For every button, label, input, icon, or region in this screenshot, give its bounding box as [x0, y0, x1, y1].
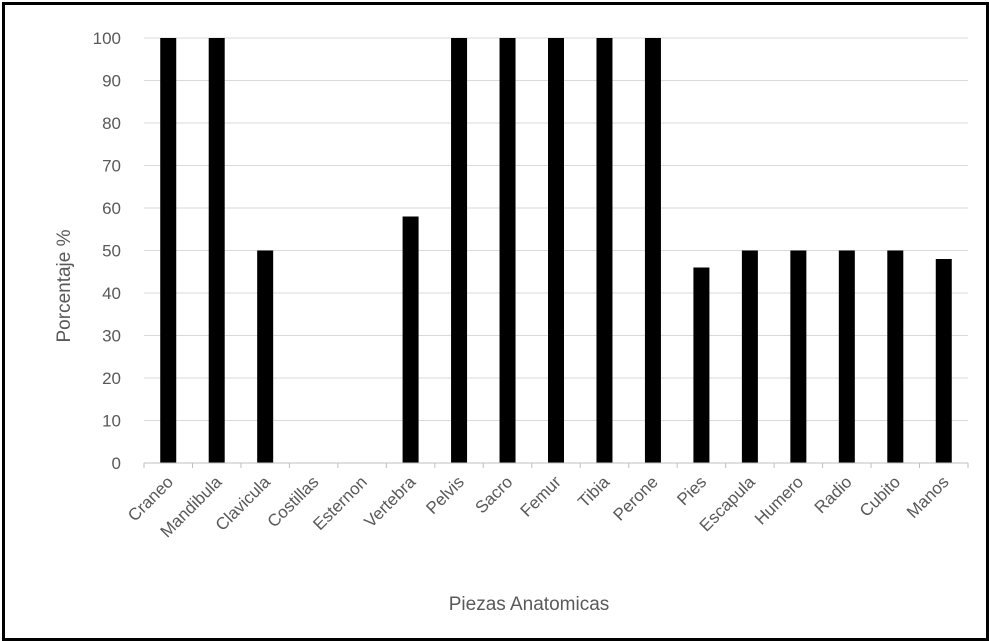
y-tick-label: 30 — [102, 327, 121, 346]
y-tick-label: 40 — [102, 284, 121, 303]
x-axis-label: Piezas Anatomicas — [449, 594, 610, 615]
x-tick-label: Perone — [610, 472, 662, 524]
x-tick-label: Pelvis — [422, 472, 468, 518]
y-tick-label: 20 — [102, 369, 121, 388]
bar-craneo — [160, 38, 177, 463]
y-tick-label: 60 — [102, 199, 121, 218]
bars — [160, 38, 952, 463]
x-tick-labels: CraneoMandibulaClaviculaCostillasEsterno… — [124, 463, 969, 541]
bar-sacro — [499, 38, 516, 463]
bar-pelvis — [451, 38, 468, 463]
bar-escapula — [741, 250, 758, 463]
y-tick-label: 0 — [112, 454, 121, 473]
x-tick-label: Esternon — [309, 472, 371, 534]
y-tick-label: 70 — [102, 157, 121, 176]
x-tick-label: Vertebra — [361, 472, 420, 531]
y-tick-label: 90 — [102, 72, 121, 91]
x-tick-label: Manos — [903, 472, 953, 522]
x-tick-label: Radio — [811, 472, 856, 517]
x-tick-label: Femur — [517, 472, 565, 520]
x-tick-label: Tibia — [574, 472, 613, 511]
y-tick-label: 10 — [102, 412, 121, 431]
bar-manos — [935, 259, 952, 463]
y-axis-label: Porcentaje % — [54, 229, 75, 342]
x-tick-label: Humero — [751, 472, 807, 528]
x-tick-label: Sacro — [472, 472, 517, 517]
y-tick-label: 80 — [102, 114, 121, 133]
bar-femur — [548, 38, 564, 463]
bar-pies — [693, 267, 710, 463]
y-tick-label: 100 — [93, 29, 121, 48]
bar-humero — [790, 250, 807, 463]
bar-tibia — [596, 38, 613, 463]
x-tick-label: Cubito — [856, 472, 904, 520]
x-tick-label: Clavicula — [212, 472, 275, 535]
y-tick-labels: 0 10 20 30 40 50 60 70 80 90 100 — [93, 29, 121, 473]
bar-mandibula — [208, 38, 225, 463]
x-tick-label: Pies — [673, 472, 710, 509]
bar-cubito — [887, 250, 904, 463]
bar-vertebra — [402, 216, 419, 463]
bar-radio — [838, 250, 855, 463]
bar-perone — [644, 38, 661, 463]
bar-clavicula — [257, 250, 274, 463]
y-tick-label: 50 — [102, 242, 121, 261]
